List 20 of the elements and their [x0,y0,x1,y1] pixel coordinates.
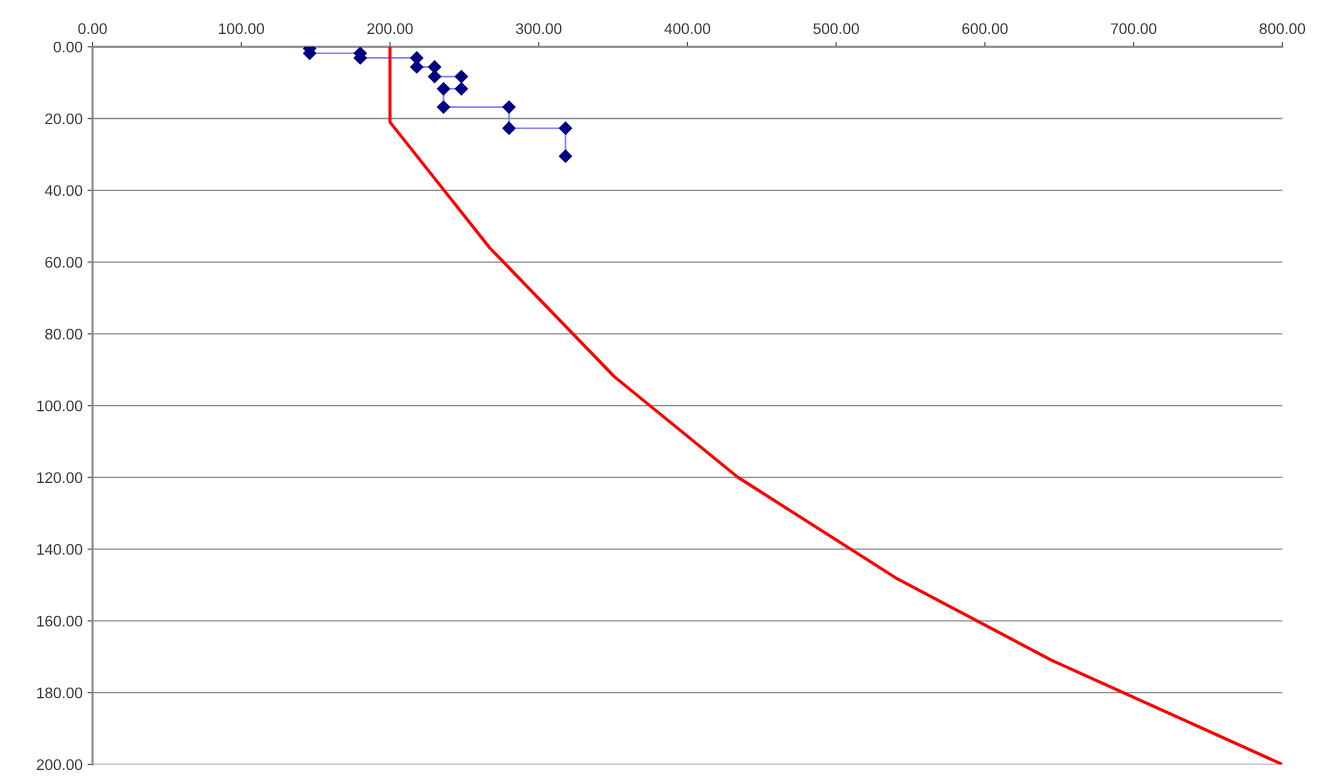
y-tick-label: 100.00 [37,400,83,412]
y-tick-label: 60.00 [45,256,83,268]
y-tick-label: 120.00 [37,472,83,484]
x-tick-label: 0.00 [78,23,107,35]
x-tick-label: 200.00 [367,23,413,35]
y-tick-label: 40.00 [44,185,83,197]
y-tick-label: 20.00 [45,113,83,125]
x-tick-label: 700.00 [1111,23,1157,35]
y-tick-label: 160.00 [37,615,83,627]
y-tick-label: 200.00 [36,759,83,771]
y-tick-label: 180.00 [37,687,83,699]
x-tick-label: 400.00 [664,23,711,35]
x-tick-label: 600.00 [962,23,1008,35]
x-tick-label: 300.00 [515,23,562,35]
x-tick-label: 800.00 [1259,23,1306,35]
y-tick-label: 140.00 [37,543,83,555]
x-tick-label: 500.00 [813,23,859,35]
x-tick-label: 100.00 [219,23,265,35]
y-tick-label: 0.00 [53,41,83,53]
y-tick-label: 80.00 [45,328,83,340]
